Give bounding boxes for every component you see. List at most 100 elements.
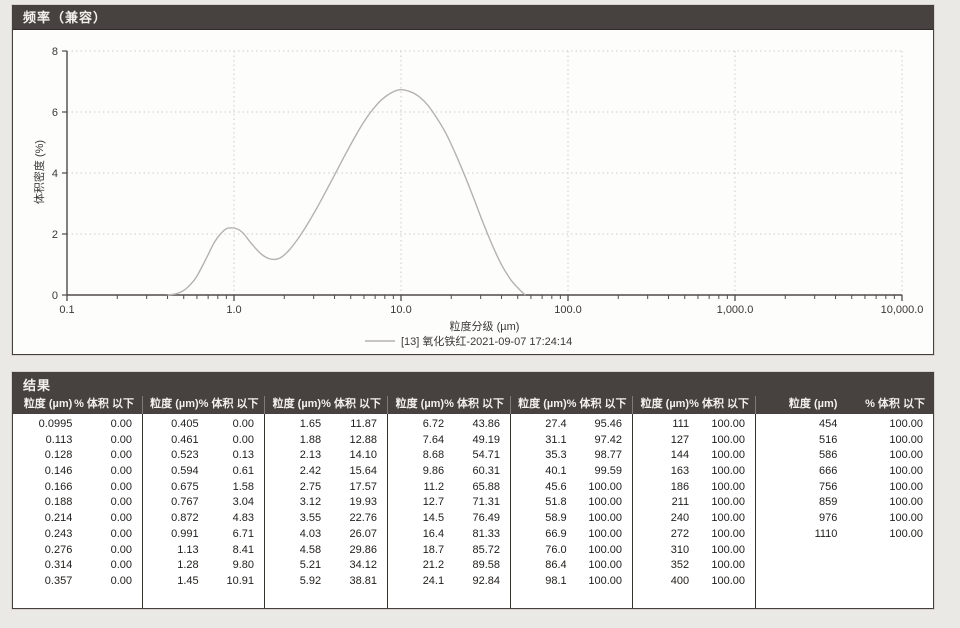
size-value: 859 [819, 496, 838, 509]
pct-value: 100.00 [889, 527, 923, 540]
table-column-group: 0.0995 0.00 0.113 0.00 0.128 0.00 0.146 0.00 0.1… [13, 414, 142, 608]
table-row: 666 100.00 [756, 464, 933, 480]
pct-value: 100.00 [711, 418, 745, 430]
table-row: 0.675 1.58 [143, 480, 264, 496]
table-row: 8.68 54.71 [388, 448, 510, 464]
pct-value: 0.00 [110, 574, 132, 587]
size-value: 86.4 [545, 559, 567, 572]
size-value: 5.92 [299, 574, 322, 587]
column-header-group: 粒度 (µm)% 体积 以下 [510, 396, 632, 414]
chart-title-bar: 频率（兼容） [13, 6, 933, 30]
size-value: 0.146 [44, 465, 73, 478]
pct-value: 100.00 [588, 543, 622, 556]
table-row: 0.276 0.00 [13, 543, 142, 559]
size-value: 0.675 [171, 480, 199, 493]
size-value: 163 [670, 465, 690, 478]
pct-value: 100.00 [711, 574, 745, 587]
column-header-group: 粒度 (µm)% 体积 以下 [755, 396, 933, 414]
table-row: 18.7 85.72 [388, 543, 510, 559]
table-row: 0.314 0.00 [13, 558, 142, 574]
frequency-chart: 0 2 4 6 8 0.1 1.0 10.0 100.0 1,000.0 10,000.0 粒度分级 … [32, 46, 924, 348]
column-header-group: 粒度 (µm)% 体积 以下 [142, 396, 264, 414]
size-value: 310 [670, 543, 690, 556]
size-value: 21.2 [422, 559, 445, 572]
pct-value: 100.00 [889, 449, 923, 462]
table-column-group: 111 100.00 127 100.00 144 100.00 163 100.00 186 1… [632, 414, 755, 608]
size-value: 272 [670, 527, 690, 540]
column-header-group: 粒度 (µm)% 体积 以下 [264, 396, 387, 414]
pct-value: 100.00 [588, 480, 622, 493]
pct-value: 43.86 [472, 418, 500, 430]
size-value: 2.42 [299, 465, 322, 478]
size-value: 35.3 [545, 449, 567, 462]
table-row: 756 100.00 [756, 480, 933, 496]
pct-value: 100.00 [711, 527, 745, 540]
size-value: 8.68 [422, 449, 445, 462]
table-row: 1.65 11.87 [265, 417, 387, 433]
pct-value: 98.77 [594, 449, 622, 462]
frequency-curve [167, 88, 526, 296]
table-row: 2.13 14.10 [265, 448, 387, 464]
pct-value: 100.00 [588, 496, 622, 509]
pct-value: 100.00 [711, 512, 745, 525]
table-row: 9.86 60.31 [388, 464, 510, 480]
pct-header: % 体积 以下 [689, 398, 750, 410]
table-row [756, 543, 933, 559]
size-value: 756 [819, 480, 838, 493]
table-row: 35.3 98.77 [511, 448, 632, 464]
pct-header: % 体积 以下 [198, 398, 259, 410]
pct-value: 22.76 [349, 512, 377, 525]
column-header-group: 粒度 (µm)% 体积 以下 [387, 396, 510, 414]
pct-value: 76.49 [472, 512, 500, 525]
pct-header: % 体积 以下 [74, 398, 134, 410]
pct-value: 100.00 [588, 559, 622, 572]
pct-value: 8.41 [232, 543, 254, 556]
pct-value: 71.31 [472, 496, 500, 509]
pct-value: 1.58 [232, 480, 254, 493]
table-row: 45.6 100.00 [511, 480, 632, 496]
y-tick-label: 0 [52, 290, 58, 302]
table-row: 27.4 95.46 [511, 417, 632, 433]
pct-value: 100.00 [711, 465, 745, 478]
size-value: 4.03 [299, 527, 322, 540]
x-tick-label: 10,000.0 [881, 304, 924, 316]
pct-header: % 体积 以下 [444, 398, 505, 410]
table-row: 14.5 76.49 [388, 511, 510, 527]
x-axis-label: 粒度分级 (µm) [450, 319, 520, 333]
pct-value: 99.59 [594, 465, 622, 478]
pct-value: 100.00 [711, 480, 745, 493]
pct-value: 100.00 [711, 449, 745, 462]
size-value: 0.872 [171, 512, 199, 525]
x-tick-label: 0.1 [59, 304, 74, 316]
table-row: 1.45 10.91 [143, 574, 264, 590]
table-row: 1.13 8.41 [143, 543, 264, 559]
table-row: 0.523 0.13 [143, 448, 264, 464]
table-row: 86.4 100.00 [511, 558, 632, 574]
table-row: 1.88 12.88 [265, 433, 387, 449]
pct-value: 3.04 [232, 496, 254, 509]
size-value: 5.21 [299, 559, 322, 572]
size-value: 111 [672, 418, 690, 430]
table-row: 454 100.00 [756, 417, 933, 433]
size-value: 76.0 [545, 543, 567, 556]
size-value: 16.4 [422, 527, 445, 540]
size-value: 9.86 [422, 465, 445, 478]
size-value: 1.28 [177, 559, 199, 572]
pct-value: 12.88 [349, 433, 377, 446]
pct-header: % 体积 以下 [566, 398, 627, 410]
size-value: 3.12 [299, 496, 322, 509]
table-row: 24.1 92.84 [388, 574, 510, 590]
table-row [756, 574, 933, 590]
pct-value: 0.00 [110, 512, 132, 525]
pct-value: 0.00 [232, 433, 254, 446]
table-column-group: 454 100.00 516 100.00 586 100.00 666 100.00 756 1… [755, 414, 933, 608]
x-tick-label: 10.0 [390, 304, 411, 316]
size-value: 45.6 [545, 480, 567, 493]
size-value: 240 [670, 512, 690, 525]
pct-value: 89.58 [472, 559, 500, 572]
table-row: 0.188 0.00 [13, 495, 142, 511]
pct-value: 100.00 [711, 543, 745, 556]
size-value: 0.276 [44, 543, 73, 556]
pct-value: 0.00 [110, 559, 132, 572]
x-tick-label: 100.0 [554, 304, 582, 316]
